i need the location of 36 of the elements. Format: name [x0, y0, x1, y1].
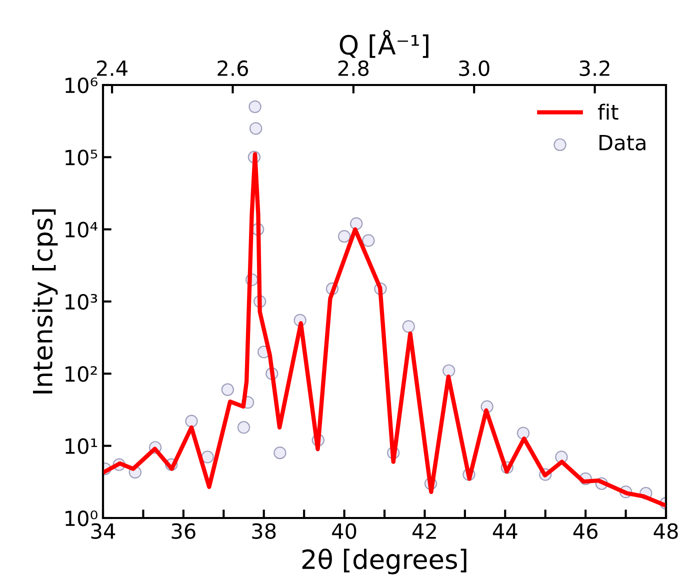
x-tick-label: 40 — [332, 523, 356, 539]
y-tick-label: 10¹ — [66, 438, 97, 454]
x2-tick-label: 2.4 — [97, 60, 128, 76]
y-tick-label: 10⁴ — [66, 222, 98, 238]
point — [338, 230, 351, 243]
x-tick-label: 42 — [412, 523, 436, 539]
x-tick-label: 38 — [252, 523, 276, 539]
x-tick-label: 48 — [654, 523, 678, 539]
point — [248, 100, 262, 114]
point — [274, 446, 286, 460]
x-tick-label: 36 — [172, 523, 196, 539]
x2-tick-label: 3.0 — [459, 60, 490, 76]
x2-tick-label: 3.2 — [580, 60, 610, 76]
y-axis-title: Intensity [cps] — [32, 209, 58, 394]
point — [350, 217, 363, 230]
y-tick-label: 10⁶ — [66, 77, 98, 94]
point — [249, 122, 262, 135]
y-tick-label: 10⁵ — [66, 150, 98, 166]
y-tick-label: 10³ — [66, 294, 98, 310]
legend-label: fit — [598, 104, 618, 120]
legend-label: Data — [600, 134, 646, 150]
x2-axis-title: Q [Å⁻¹] — [340, 30, 428, 58]
y-tick-label: 10² — [66, 366, 97, 382]
point — [402, 320, 415, 333]
point — [185, 414, 198, 428]
point — [237, 421, 250, 434]
point — [221, 383, 234, 396]
x2-tick-label: 2.8 — [338, 60, 369, 76]
point — [442, 364, 456, 378]
x-axis-title: 2θ [degrees] — [302, 548, 466, 574]
point — [201, 450, 214, 464]
point — [516, 426, 530, 440]
x-tick-label: 46 — [573, 523, 598, 539]
x-tick-label: 44 — [492, 524, 518, 539]
x2-tick-label: 2.6 — [218, 60, 248, 76]
point — [362, 234, 375, 247]
